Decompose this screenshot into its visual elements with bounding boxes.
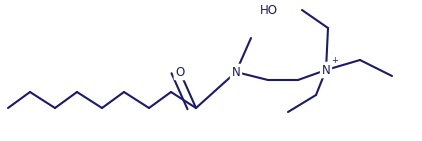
Text: O: O (176, 66, 184, 79)
Text: +: + (331, 56, 338, 65)
Text: N: N (232, 66, 241, 79)
Text: HO: HO (260, 4, 278, 16)
Text: N: N (322, 63, 330, 77)
